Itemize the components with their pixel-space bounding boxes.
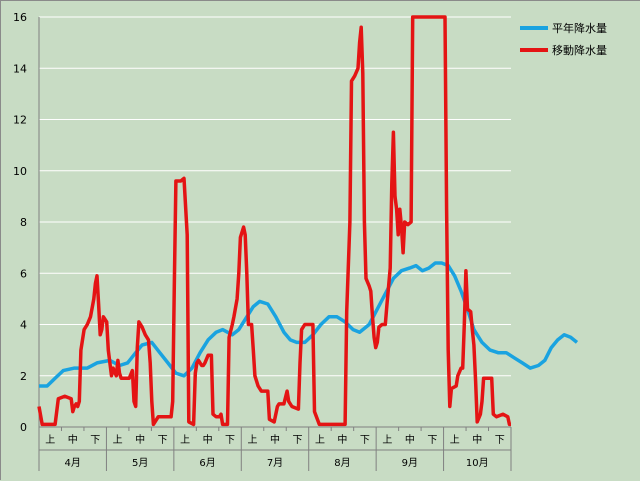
series-line-2	[37, 15, 512, 427]
decade-label: 中	[405, 433, 415, 446]
month-label: 6月	[199, 457, 215, 469]
y-tick-label: 0	[20, 421, 27, 434]
decade-label: 下	[292, 435, 302, 446]
month-label: 10月	[466, 457, 489, 469]
decade-label: 上	[450, 434, 460, 446]
decade-label: 中	[203, 433, 213, 446]
decade-label: 下	[158, 435, 168, 446]
y-tick-label: 16	[13, 11, 27, 24]
month-label: 7月	[267, 457, 283, 469]
decade-label: 下	[225, 435, 235, 446]
y-tick-label: 14	[13, 62, 27, 75]
y-tick-label: 2	[20, 370, 27, 383]
decade-label: 中	[270, 433, 280, 446]
decade-label: 下	[90, 435, 100, 446]
decade-label: 中	[135, 433, 145, 446]
decade-label: 上	[315, 434, 325, 446]
decade-label: 上	[248, 434, 258, 446]
decade-label: 下	[427, 435, 437, 446]
decade-label: 中	[472, 433, 482, 446]
decade-label: 上	[113, 434, 123, 446]
y-tick-label: 12	[13, 114, 27, 127]
decade-label: 中	[337, 433, 347, 446]
month-label: 9月	[402, 457, 418, 469]
series-line-1	[39, 261, 579, 388]
decade-label: 上	[180, 434, 190, 446]
decade-label: 上	[45, 434, 55, 446]
legend-label-2: 移動降水量	[552, 43, 607, 57]
month-label: 5月	[132, 457, 148, 469]
decade-label: 下	[495, 435, 505, 446]
month-label: 4月	[65, 457, 81, 469]
decade-label: 下	[360, 435, 370, 446]
y-tick-label: 6	[20, 267, 27, 280]
y-tick-label: 4	[20, 319, 27, 332]
y-tick-label: 8	[20, 216, 27, 229]
decade-label: 上	[382, 434, 392, 446]
month-label: 8月	[334, 457, 350, 469]
decade-label: 中	[68, 433, 78, 446]
y-tick-label: 10	[13, 165, 27, 178]
legend-label-1: 平年降水量	[552, 21, 607, 35]
